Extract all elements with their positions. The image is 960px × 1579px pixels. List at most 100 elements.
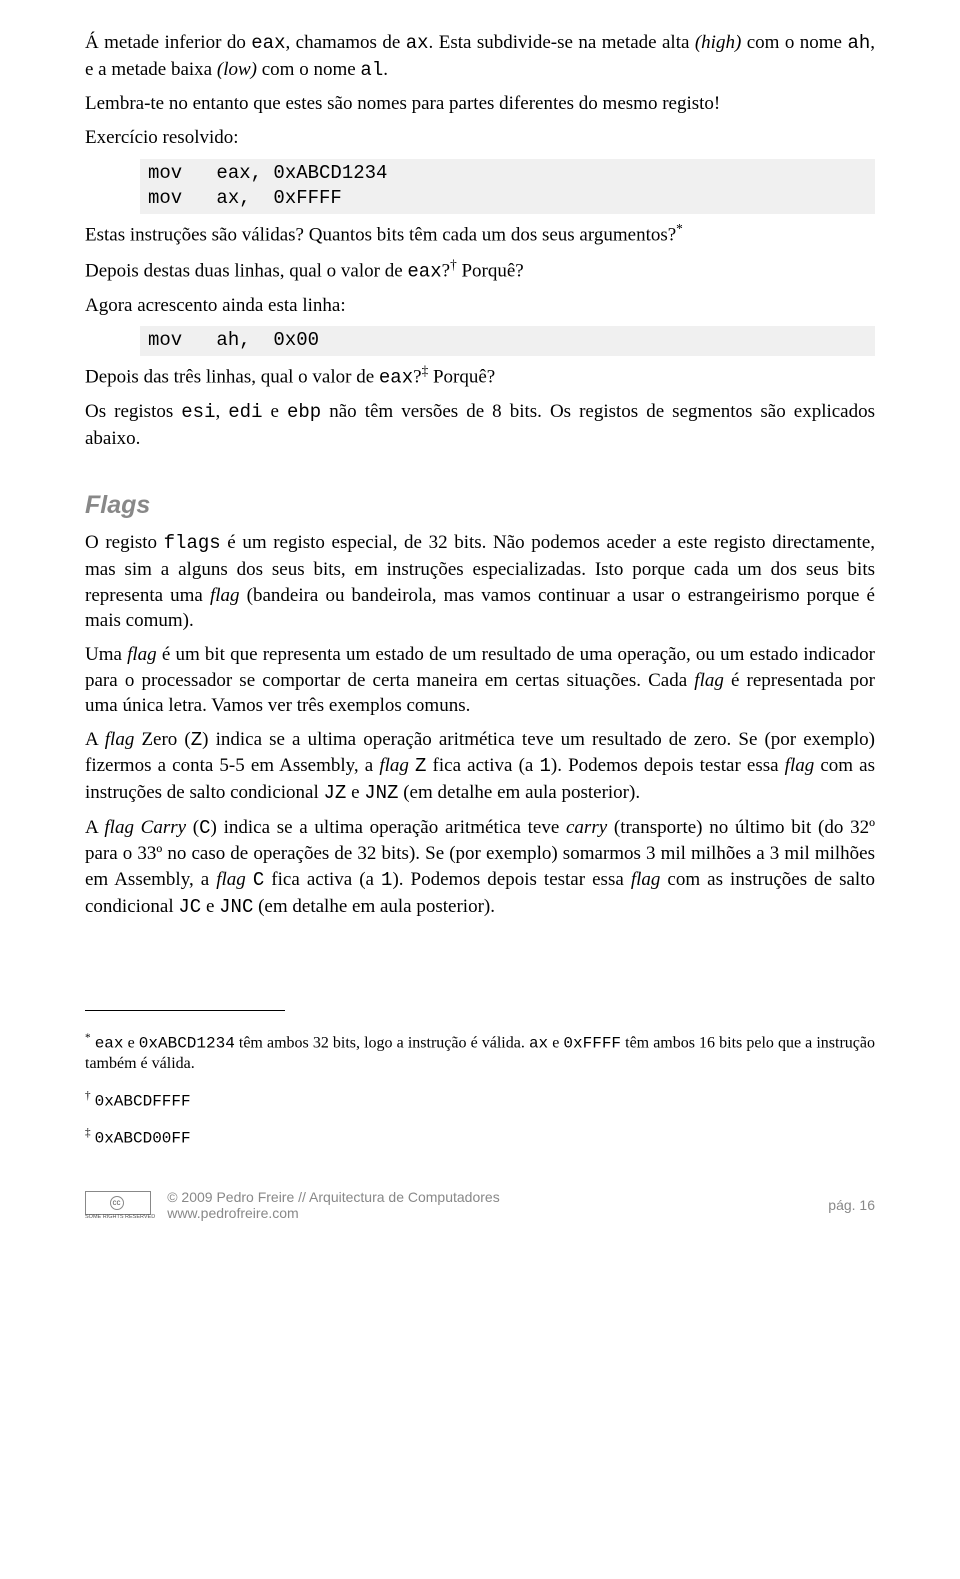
text: fica activa (a <box>426 755 539 776</box>
text: A <box>85 817 104 838</box>
code-inline: esi <box>181 401 215 423</box>
code-block-2: mov ah, 0x00 <box>140 326 875 356</box>
code-inline: C <box>253 869 264 891</box>
code-inline: ax <box>406 32 429 54</box>
footnote-3: ‡ 0xABCD00FF <box>85 1126 875 1149</box>
flags-paragraph-2: Uma flag é um bit que representa um esta… <box>85 642 875 719</box>
paragraph-2: Lembra-te no entanto que estes são nomes… <box>85 91 875 117</box>
italic-text: (low) <box>217 59 257 80</box>
text: Porquê? <box>457 260 524 281</box>
code-inline: ah <box>847 32 870 54</box>
text: ? <box>413 366 421 387</box>
text: e <box>201 896 219 917</box>
cc-circle-icon: cc <box>110 1196 124 1210</box>
text <box>246 869 253 890</box>
footer-copyright: © 2009 Pedro Freire // Arquitectura de C… <box>167 1189 816 1221</box>
text: Estas instruções são válidas? Quantos bi… <box>85 224 676 245</box>
paragraph-8: Os registos esi, edi e ebp não têm versõ… <box>85 399 875 451</box>
footnote-2: † 0xABCDFFFF <box>85 1089 875 1112</box>
paragraph-5: Depois destas duas linhas, qual o valor … <box>85 256 875 285</box>
flags-paragraph-3: A flag Zero (Z) indica se a ultima opera… <box>85 727 875 807</box>
code-inline: ax <box>529 1035 548 1053</box>
rights-text: SOME RIGHTS RESERVED <box>85 1215 155 1221</box>
italic-text: flag <box>631 869 661 890</box>
italic-text: flag <box>694 670 724 691</box>
text: ? <box>442 260 450 281</box>
paragraph-4: Estas instruções são válidas? Quantos bi… <box>85 220 875 248</box>
footnote-ref: † <box>450 257 457 272</box>
italic-text: flag <box>105 729 135 750</box>
section-heading-flags: Flags <box>85 491 875 520</box>
copyright-line: © 2009 Pedro Freire // Arquitectura de C… <box>167 1189 500 1205</box>
page-number: pág. 16 <box>828 1197 875 1213</box>
text: (em detalhe em aula posterior). <box>253 896 495 917</box>
text: . <box>383 59 388 80</box>
text: Porquê? <box>428 366 495 387</box>
code-inline: JZ <box>324 782 347 804</box>
code-inline: flags <box>164 532 221 554</box>
italic-text: carry <box>566 817 607 838</box>
text: ) indica se a ultima operação aritmética… <box>211 817 566 838</box>
code-inline: 0xABCDFFFF <box>95 1093 191 1111</box>
italic-text: flag Carry <box>104 817 186 838</box>
flags-paragraph-1: O registo flags é um registo especial, d… <box>85 530 875 634</box>
footnote-separator <box>85 1010 285 1011</box>
paragraph-3: Exercício resolvido: <box>85 125 875 151</box>
code-block-1: mov eax, 0xABCD1234 mov ax, 0xFFFF <box>140 159 875 214</box>
code-inline: JNC <box>219 896 253 918</box>
text: fica activa (a <box>264 869 381 890</box>
footer-url: www.pedrofreire.com <box>167 1205 299 1221</box>
code-inline: C <box>199 817 210 839</box>
text: O registo <box>85 532 164 553</box>
text: Depois das três linhas, qual o valor de <box>85 366 379 387</box>
footnote-1: * eax e 0xABCD1234 têm ambos 32 bits, lo… <box>85 1031 875 1075</box>
text: Depois destas duas linhas, qual o valor … <box>85 260 407 281</box>
code-inline: JNZ <box>364 782 398 804</box>
text: Os registos <box>85 401 181 422</box>
text: , <box>216 401 229 422</box>
paragraph-1: Á metade inferior do eax, chamamos de ax… <box>85 30 875 83</box>
flags-paragraph-4: A flag Carry (C) indica se a ultima oper… <box>85 815 875 921</box>
text: e <box>346 782 364 803</box>
cc-license-icon: cc <box>85 1191 151 1215</box>
footnote-ref: * <box>676 221 683 236</box>
text: ( <box>186 817 199 838</box>
text: Zero ( <box>134 729 190 750</box>
page-footer: cc SOME RIGHTS RESERVED © 2009 Pedro Fre… <box>85 1189 875 1221</box>
code-inline: JC <box>178 896 201 918</box>
italic-text: (high) <box>695 32 741 53</box>
italic-text: flag <box>785 755 815 776</box>
code-inline: eax <box>251 32 285 54</box>
text: (em detalhe em aula posterior). <box>398 782 640 803</box>
text: , chamamos de <box>286 32 406 53</box>
code-inline: 1 <box>540 755 551 777</box>
code-inline: Z <box>191 729 202 751</box>
code-inline: edi <box>228 401 262 423</box>
code-inline: eax <box>407 260 441 282</box>
text: Á metade inferior do <box>85 32 251 53</box>
text: e <box>124 1035 139 1052</box>
code-inline: eax <box>95 1035 124 1053</box>
code-inline: 0xFFFF <box>563 1035 621 1053</box>
code-inline: ebp <box>287 401 321 423</box>
italic-text: flag <box>379 755 409 776</box>
text: com o nome <box>741 32 847 53</box>
text: com o nome <box>257 59 360 80</box>
code-inline: 0xABCD1234 <box>139 1035 235 1053</box>
text: ). Podemos depois testar essa <box>551 755 785 776</box>
italic-text: flag <box>210 585 240 606</box>
text: e <box>263 401 288 422</box>
italic-text: flag <box>127 644 157 665</box>
paragraph-7: Depois das três linhas, qual o valor de … <box>85 362 875 391</box>
text: e <box>548 1035 563 1052</box>
text: Uma <box>85 644 127 665</box>
text: . Esta subdivide-se na metade alta <box>429 32 695 53</box>
footnote-marker: † <box>85 1090 91 1102</box>
footnote-marker: * <box>85 1032 91 1044</box>
code-inline: eax <box>379 366 413 388</box>
code-inline: 1 <box>381 869 392 891</box>
paragraph-6: Agora acrescento ainda esta linha: <box>85 293 875 319</box>
text: A <box>85 729 105 750</box>
code-inline: al <box>360 59 383 81</box>
code-inline: 0xABCD00FF <box>95 1130 191 1148</box>
